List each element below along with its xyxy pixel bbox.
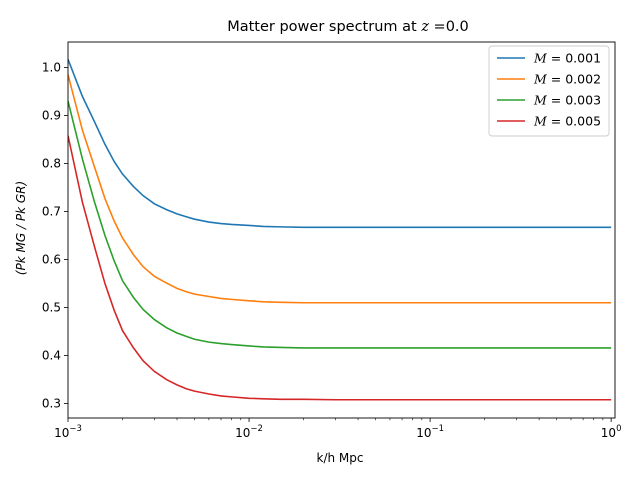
axes-frame [67, 41, 616, 419]
series-line-4 [68, 135, 612, 401]
series-line-3 [68, 100, 612, 349]
legend: M = 0.001 M = 0.002 M = 0.003 M = 0.005 [488, 45, 610, 137]
x-tick-label: 10−1 [416, 424, 444, 440]
y-tick-label: 0.3 [42, 397, 61, 411]
y-tick-label: 0.6 [42, 253, 61, 267]
y-axis-label: (Pk MG / Pk GR) [14, 181, 28, 275]
y-tick-label: 0.4 [42, 349, 61, 363]
x-tick-label: 100 [601, 424, 622, 440]
chart-title: Matter power spectrum at z =0.0 [227, 19, 469, 35]
y-tick-label: 0.8 [42, 156, 61, 170]
y-tick-label: 0.9 [42, 108, 61, 122]
legend-label-4: M = 0.005 [533, 114, 601, 129]
y-tick-label: 0.7 [42, 205, 61, 219]
legend-label-1: M = 0.001 [533, 51, 601, 66]
x-axis-label: k/h Mpc [317, 451, 364, 465]
y-tick-label: 1.0 [42, 60, 61, 74]
legend-label-3: M = 0.003 [533, 93, 601, 108]
x-tick-label: 10−2 [235, 424, 263, 440]
legend-label-2: M = 0.002 [533, 72, 601, 87]
x-tick-label: 10−3 [54, 424, 82, 440]
plot-area [67, 41, 616, 419]
axis-ticks: 10−3 10−2 10−1 100 0.3 0.4 0.5 0.6 0.7 0.8 0.9 1.0 [42, 60, 622, 440]
series-line-2 [68, 74, 612, 304]
series-line-1 [68, 59, 612, 229]
legend-box [488, 45, 610, 137]
y-tick-label: 0.5 [42, 301, 61, 315]
